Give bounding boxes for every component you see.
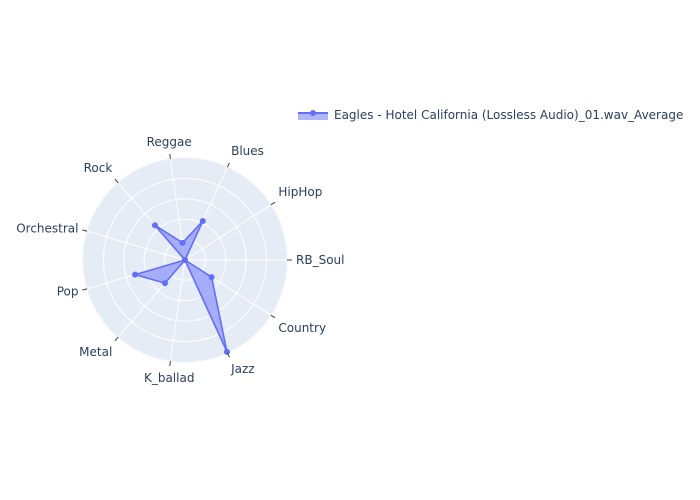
data-point-country — [208, 274, 215, 281]
angular-label-hiphop: HipHop — [278, 185, 322, 199]
data-point-rock — [151, 222, 158, 229]
angular-tick — [169, 154, 171, 160]
series-layer — [132, 218, 230, 355]
angular-label-blues: Blues — [231, 144, 264, 158]
angular-tick — [114, 178, 119, 184]
legend[interactable]: Eagles - Hotel California (Lossless Audi… — [298, 108, 683, 122]
data-point-k_ballad — [182, 257, 188, 263]
legend-label: Eagles - Hotel California (Lossless Audi… — [334, 108, 683, 122]
angular-labels: RB_Soul HipHop Blues Reggae Rock Orchestral Po… — [16, 135, 344, 385]
angular-label-metal: Metal — [79, 345, 112, 359]
angular-grid-line — [86, 230, 186, 261]
data-point-metal — [161, 280, 168, 287]
angular-label-reggae: Reggae — [147, 135, 192, 149]
angular-tick — [270, 201, 276, 206]
angular-label-country: Country — [278, 321, 326, 335]
angular-tick — [82, 229, 88, 232]
angular-tick — [226, 162, 230, 168]
angular-label-pop: Pop — [57, 284, 79, 298]
angular-grid-line — [169, 259, 186, 362]
angular-label-rb_soul: RB_Soul — [296, 253, 344, 267]
angular-label-rock: Rock — [84, 161, 113, 175]
data-point-pop — [132, 271, 139, 278]
angular-tick — [270, 314, 276, 319]
angular-label-k_ballad: K_ballad — [144, 371, 194, 385]
angular-tick — [226, 352, 230, 358]
legend-marker — [310, 110, 316, 116]
angular-tick — [169, 360, 171, 366]
data-point-blues — [199, 218, 206, 225]
series-fill — [135, 221, 227, 352]
angular-grid-line — [184, 204, 272, 261]
data-point-jazz — [223, 348, 230, 355]
angular-label-orchestral: Orchestral — [16, 222, 78, 236]
angular-tick — [114, 336, 119, 342]
data-point-reggae — [179, 239, 186, 246]
angular-label-jazz: Jazz — [230, 362, 255, 376]
angular-tick — [82, 288, 88, 291]
